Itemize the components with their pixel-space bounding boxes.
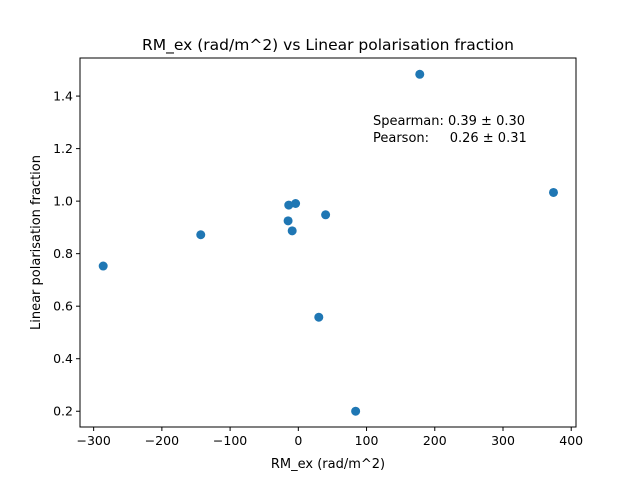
data-points: [98, 69, 558, 416]
data-point: [287, 226, 297, 236]
y-axis-label: Linear polarisation fraction: [29, 155, 44, 330]
data-point: [321, 210, 331, 220]
data-point: [283, 216, 293, 226]
data-point: [98, 261, 108, 271]
y-tick-label: 1.2: [53, 141, 73, 156]
y-tick-label: 0.8: [53, 246, 73, 261]
x-tick-label: 400: [559, 433, 583, 448]
x-axis-label: RM_ex (rad/m^2): [271, 457, 385, 472]
data-point: [291, 198, 301, 208]
plot-frame: [79, 57, 577, 428]
data-point: [196, 230, 206, 240]
data-point: [284, 200, 294, 210]
x-tick-label: 100: [355, 433, 379, 448]
x-tick-label: −200: [145, 433, 179, 448]
data-point: [314, 312, 324, 322]
x-tick-label: −300: [76, 433, 110, 448]
data-point: [351, 406, 361, 416]
x-axis: −300 −200 −100 0 100 200 300 400: [76, 427, 583, 448]
y-tick-label: 1.4: [53, 89, 73, 104]
y-axis: 0.2 0.4 0.6 0.8 1.0 1.2 1.4: [53, 89, 80, 419]
pearson-annotation: Pearson: 0.26 ± 0.31: [373, 131, 527, 146]
spearman-annotation: Spearman: 0.39 ± 0.30: [373, 114, 525, 129]
x-tick-label: 200: [423, 433, 447, 448]
data-point: [415, 69, 425, 79]
y-tick-label: 0.6: [53, 299, 73, 314]
x-tick-label: −100: [213, 433, 247, 448]
chart-title: RM_ex (rad/m^2) vs Linear polarisation f…: [142, 36, 514, 55]
x-tick-label: 300: [491, 433, 515, 448]
x-tick-label: 0: [294, 433, 302, 448]
y-tick-label: 0.2: [53, 404, 73, 419]
y-tick-label: 1.0: [53, 194, 73, 209]
data-point: [548, 187, 558, 197]
y-tick-label: 0.4: [53, 351, 73, 366]
